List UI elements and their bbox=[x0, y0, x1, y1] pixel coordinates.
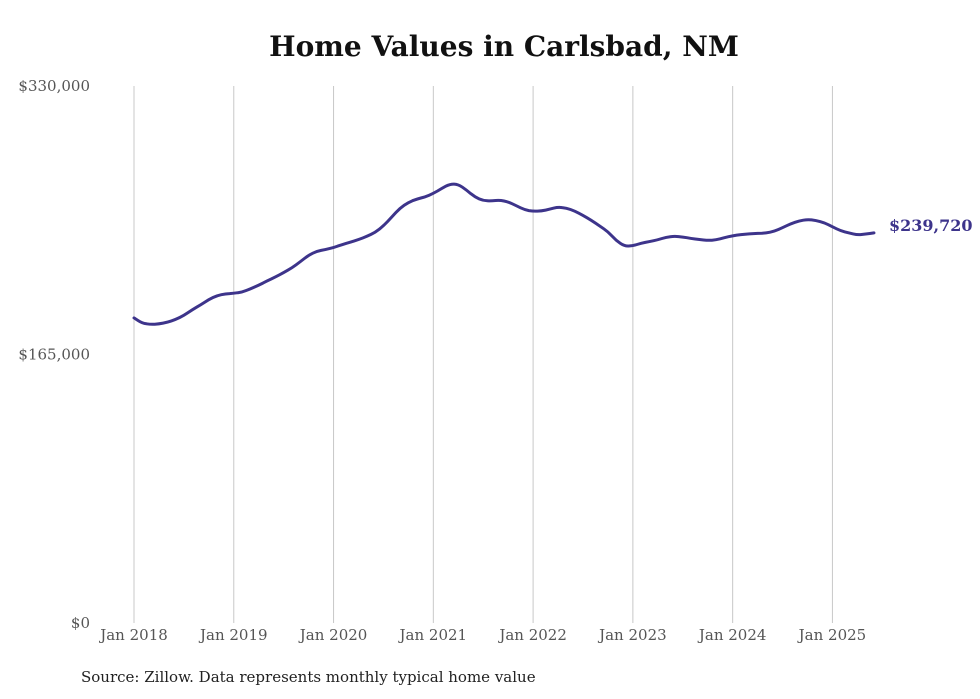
y-tick-label: $165,000 bbox=[18, 346, 90, 364]
x-tick-label: Jan 2020 bbox=[298, 626, 368, 644]
y-tick-label: $330,000 bbox=[18, 77, 90, 95]
last-value-label: $239,720 bbox=[889, 216, 973, 235]
x-tick-label: Jan 2025 bbox=[797, 626, 867, 644]
chart-title: Home Values in Carlsbad, NM bbox=[269, 30, 739, 63]
source-note: Source: Zillow. Data represents monthly … bbox=[81, 668, 536, 686]
x-tick-label: Jan 2023 bbox=[597, 626, 667, 644]
x-tick-label: Jan 2022 bbox=[497, 626, 567, 644]
x-tick-label: Jan 2024 bbox=[697, 626, 767, 644]
gridlines bbox=[133, 86, 833, 623]
y-tick-label: $0 bbox=[71, 614, 90, 632]
x-tick-label: Jan 2018 bbox=[98, 626, 168, 644]
home-value-line bbox=[132, 182, 876, 326]
x-tick-label: Jan 2021 bbox=[398, 626, 468, 644]
x-axis: Jan 2018 Jan 2019 Jan 2020 Jan 2021 Jan 2022… bbox=[98, 626, 866, 644]
x-tick-label: Jan 2019 bbox=[198, 626, 268, 644]
y-axis: $330,000 $165,000 $0 bbox=[18, 77, 90, 632]
